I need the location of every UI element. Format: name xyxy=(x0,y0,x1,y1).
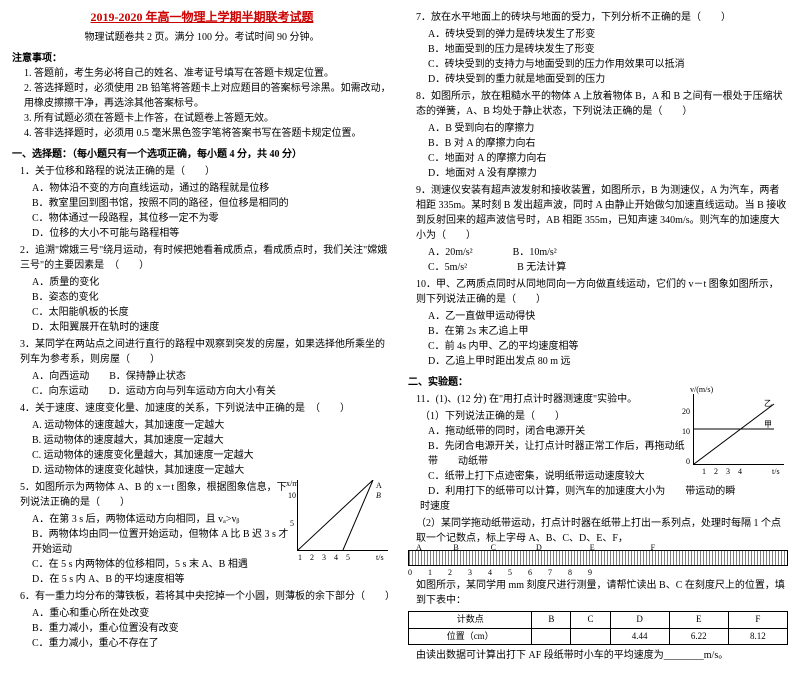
cell-b xyxy=(532,628,571,645)
notice-2: 2. 答选择题时，必须使用 2B 铅笔将答题卡上对应题目的答案标号涂黑。如需改动… xyxy=(24,81,392,111)
q8-d: D．地面对 A 没有摩擦力 xyxy=(428,166,788,181)
table-data-row: 位置（cm） 4.44 6.22 8.12 xyxy=(409,628,788,645)
tape-label: 动纸带 xyxy=(458,456,488,467)
q1-b: B．教室里回到图书馆，按照不同的路径，但位移是相同的 xyxy=(32,196,392,211)
cell-c xyxy=(571,628,610,645)
exam-subtitle: 物理试题卷共 2 页。满分 100 分。考试时间 90 分钟。 xyxy=(12,30,392,45)
q7-a: A．砖块受到的弹力是砖块发生了形变 xyxy=(428,27,788,42)
data-table: 计数点 B C D E F 位置（cm） 4.44 6.22 8.12 xyxy=(408,611,788,645)
q6-a: A．重心和重心所在处改变 xyxy=(32,606,392,621)
q10-stem: 10．甲、乙两质点同时从同地同向一方向做直线运动，它们的 v－t 图象如图所示，… xyxy=(416,277,788,307)
notice-3: 3. 所有试题必须在答题卡上作答，在试题卷上答题无效。 xyxy=(24,111,392,126)
right-column: 7．放在水平地面上的砖块与地面的受力，下列分析不正确的是（ ） A．砖块受到的弹… xyxy=(408,8,788,665)
q2-b: B．姿态的变化 xyxy=(32,290,392,305)
q3-stem: 3．某同学在两站点之间进行直行的路程中观察到突发的房屋，如果选择他所乘坐的列车为… xyxy=(20,337,392,367)
svg-text:B: B xyxy=(376,491,381,500)
q3-ab: A．向西运动 B．保持静止状态 xyxy=(32,369,392,384)
th-4: E xyxy=(669,612,728,629)
q8-b: B．B 对 A 的摩擦力向右 xyxy=(428,136,788,151)
exam-title: 2019-2020 年高一物理上学期半期联考试题 xyxy=(12,8,392,26)
section2-title: 二、实验题： xyxy=(408,375,788,390)
q3-cd: C．向东运动 D．运动方向与列车运动方向大小有关 xyxy=(32,384,392,399)
q10-a: A．乙一直做甲运动得快 xyxy=(428,309,788,324)
cell-d: 4.44 xyxy=(610,628,669,645)
q5-chart: A B x/m 10 5 1 2 3 4 5 t/s xyxy=(297,480,388,551)
q4-d: D. 运动物体的速度变化越快，其加速度一定越大 xyxy=(32,463,392,478)
q7-b: B．地面受到的压力是砖块发生了形变 xyxy=(428,42,788,57)
q10-c: C．前 4s 内甲、乙的平均速度相等 xyxy=(428,339,788,354)
section1-title: 一、选择题：（每小题只有一个选项正确，每小题 4 分，共 40 分） xyxy=(12,147,392,162)
row-label: 位置（cm） xyxy=(409,628,532,645)
q6-stem: 6．有一重力均分布的薄铁板，若将其中央挖掉一个小圆，则薄板的余下部分（ ） xyxy=(20,589,392,604)
q4-stem: 4．关于速度、速度变化量、加速度的关系，下列说法中正确的是 （ ） xyxy=(20,401,392,416)
q8-c: C．地面对 A 的摩擦力向右 xyxy=(428,151,788,166)
q4-c: C. 运动物体的速度变化量越大，其加速度一定越大 xyxy=(32,448,392,463)
svg-text:乙: 乙 xyxy=(764,399,772,408)
q7-c: C．砖块受到的支持力与地面受到的压力作用效果可以抵消 xyxy=(428,57,788,72)
q1-d: D．位移的大小不可能与路程相等 xyxy=(32,226,392,241)
q9-cd: C．5m/s² B 无法计算 xyxy=(428,260,788,275)
q2-c: C．太阳能帆板的长度 xyxy=(32,305,392,320)
cell-f: 8.12 xyxy=(728,628,787,645)
q9-stem: 9．测速仪安装有超声波发射和接收装置，如图所示，B 为测速仪，A 为汽车，两者相… xyxy=(416,183,788,243)
q9-ab: A．20m/s² B．10m/s² xyxy=(428,245,788,260)
q1-stem: 1．关于位移和路程的说法正确的是（ ） xyxy=(20,164,392,179)
svg-text:甲: 甲 xyxy=(764,420,772,429)
th-0: 计数点 xyxy=(409,612,532,629)
q1-a: A．物体沿不变的方向直线运动，通过的路程就是位移 xyxy=(32,181,392,196)
tape-suffix: 带运动的瞬 xyxy=(685,486,735,497)
notice-1: 1. 答题前，考生务必将自己的姓名、准考证号填写在答题卡规定位置。 xyxy=(24,66,392,81)
q6-c: C．重力减小，重心不存在了 xyxy=(32,636,392,651)
q11b-after: 如图所示，某同学用 mm 刻度尺进行测量，请帮忙读出 B、C 在刻度尺上的位置，… xyxy=(416,578,788,608)
q11b-final: 由读出数据可计算出打下 AF 段纸带时小车的平均速度为________m/s。 xyxy=(416,648,788,663)
q8-stem: 8．如图所示，放在粗糙水平的物体 A 上放着物体 B，A 和 B 之间有一根处于… xyxy=(416,89,788,119)
q4-b: B. 运动物体的速度越大，其加速度一定越大 xyxy=(32,433,392,448)
notice-heading: 注意事项： xyxy=(12,51,392,66)
q11-tail: 时速度 xyxy=(420,499,788,514)
svg-text:A: A xyxy=(376,481,382,490)
q10-d: D．乙追上甲时距出发点 80 m 远 xyxy=(428,354,788,369)
q6-b: B．重力减小，重心位置没有改变 xyxy=(32,621,392,636)
th-1: B xyxy=(532,612,571,629)
th-3: D xyxy=(610,612,669,629)
th-5: F xyxy=(728,612,787,629)
q4-a: A. 运动物体的速度越大，其加速度一定越大 xyxy=(32,418,392,433)
notice-4: 4. 答非选择题时，必须用 0.5 毫米黑色签字笔将答案书写在答题卡规定位置。 xyxy=(24,126,392,141)
q10-b: B．在第 2s 末乙追上甲 xyxy=(428,324,788,339)
q11-chart: 乙 甲 v/(m/s) 20 10 0 1 2 3 4 t/s xyxy=(693,394,784,465)
q8-a: A．B 受到向右的摩擦力 xyxy=(428,121,788,136)
table-header-row: 计数点 B C D E F xyxy=(409,612,788,629)
cell-e: 6.22 xyxy=(669,628,728,645)
q7-d: D．砖块受到的重力就是地面受到的压力 xyxy=(428,72,788,87)
q1-c: C．物体通过一段路程，其位移一定不为零 xyxy=(32,211,392,226)
q7-stem: 7．放在水平地面上的砖块与地面的受力，下列分析不正确的是（ ） xyxy=(416,10,788,25)
q2-a: A．质量的变化 xyxy=(32,275,392,290)
q5-d: D．在 5 s 内 A、B 的平均速度相等 xyxy=(32,572,392,587)
q2-stem: 2．追溯"嫦娥三号"绕月运动，有时候把她看着成质点，看成质点时，我们关注"嫦娥三… xyxy=(20,243,392,273)
q11-d: D．利用打下的纸带可以计算，则汽车的加速度大小为 xyxy=(428,486,665,497)
q2-d: D．太阳翼展开在轨时的速度 xyxy=(32,320,392,335)
left-column: 2019-2020 年高一物理上学期半期联考试题 物理试题卷共 2 页。满分 1… xyxy=(12,8,392,665)
th-2: C xyxy=(571,612,610,629)
